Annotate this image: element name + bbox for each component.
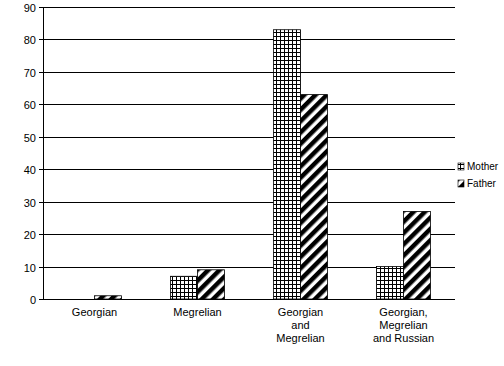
tick-label: 40	[24, 164, 36, 176]
bar	[95, 296, 122, 299]
tick-label: 30	[24, 197, 36, 209]
grid-line	[43, 104, 455, 105]
grid-line	[43, 299, 455, 300]
legend-swatch	[458, 163, 464, 170]
grid-line	[43, 169, 455, 170]
category-label: Megrelian	[173, 306, 221, 318]
grid-line	[43, 202, 455, 203]
tick-label: 50	[24, 132, 36, 144]
grid-line	[43, 39, 455, 40]
bar	[404, 211, 431, 299]
grid-line	[43, 137, 455, 138]
tick-label: 90	[24, 2, 36, 14]
grid-line	[43, 7, 455, 8]
tick-label: 20	[24, 229, 36, 241]
chart-container: 0 10 20 30 40 50 60 70 80 90 Georgian Megrelian Geor…	[0, 0, 504, 366]
legend-label: Mother	[467, 161, 499, 172]
grid-line	[43, 72, 455, 73]
category-label: Georgian,Megrelianand Russian	[373, 306, 434, 344]
tick-mark	[39, 299, 43, 300]
bar	[301, 95, 328, 299]
bar	[198, 270, 225, 299]
tick-label: 60	[24, 99, 36, 111]
tick-mark	[39, 7, 43, 8]
x-axis	[43, 299, 455, 300]
tick-label: 70	[24, 67, 36, 79]
grid-line	[43, 234, 455, 235]
tick-mark	[39, 234, 43, 235]
category-label: Georgian	[72, 306, 117, 318]
tick-label: 10	[24, 262, 36, 274]
bars	[95, 30, 431, 299]
y-axis	[43, 7, 44, 299]
chart: 0 10 20 30 40 50 60 70 80 90 Georgian Megrelian Geor…	[0, 0, 504, 366]
legend-swatch	[458, 180, 464, 187]
tick-mark	[39, 39, 43, 40]
bar	[68, 299, 95, 300]
bar	[377, 267, 404, 299]
tick-mark	[39, 137, 43, 138]
category-label: GeorgianandMegrelian	[276, 306, 324, 344]
tick-mark	[39, 104, 43, 105]
legend-label: Father	[467, 178, 497, 189]
bar	[171, 276, 198, 299]
tick-label: 0	[30, 294, 36, 306]
tick-mark	[39, 169, 43, 170]
tick-mark	[39, 267, 43, 268]
tick-mark	[39, 202, 43, 203]
tick-mark	[39, 72, 43, 73]
tick-label: 80	[24, 34, 36, 46]
bar	[274, 30, 301, 299]
